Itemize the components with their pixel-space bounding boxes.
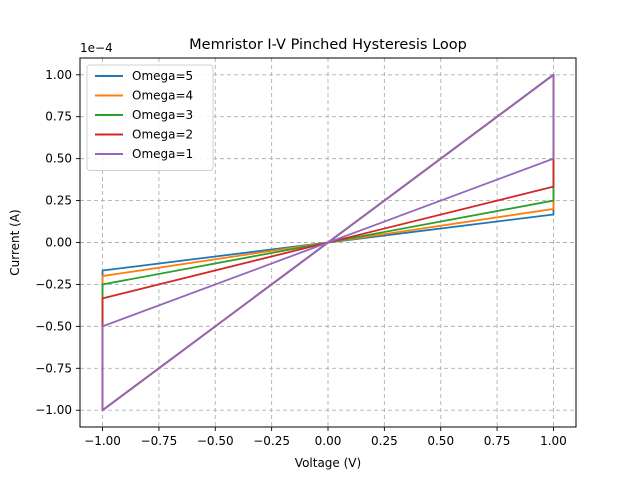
legend-entry-label: Omega=4 [132, 89, 193, 103]
y-tick-label: 0.00 [45, 236, 72, 250]
chart-title: Memristor I-V Pinched Hysteresis Loop [189, 37, 467, 53]
x-tick-label: 0.25 [371, 434, 398, 448]
y-tick-label: −0.50 [35, 319, 72, 333]
x-tick-label: −0.50 [197, 434, 234, 448]
legend-entry-label: Omega=5 [132, 69, 193, 83]
axis-ticks: −1.00 −0.75 −0.50 −0.25 0.00 0.25 0.50 0.75 1.00… [35, 68, 567, 448]
x-axis-title: Voltage (V) [295, 456, 361, 470]
series-lines [101, 73, 555, 411]
x-tick-label: −0.25 [253, 434, 290, 448]
series-line-omega-1 [101, 73, 555, 411]
y-tick-label: 0.50 [45, 152, 72, 166]
x-tick-label: 0.00 [315, 434, 342, 448]
legend-box [86, 64, 214, 171]
x-tick-label: 0.50 [427, 434, 454, 448]
y-tick-label: 0.75 [45, 110, 72, 124]
legend-entry-label: Omega=3 [132, 108, 193, 122]
y-tick-label: 0.25 [45, 194, 72, 208]
x-tick-label: 0.75 [484, 434, 511, 448]
x-tick-label: −0.75 [141, 434, 178, 448]
legend-entry-label: Omega=1 [132, 147, 193, 161]
grid [80, 58, 576, 427]
y-tick-label: −1.00 [35, 403, 72, 417]
y-tick-label: −0.25 [35, 277, 72, 291]
legend-entry-label: Omega=2 [132, 128, 193, 142]
legend: Omega=5 Omega=4 Omega=3 Omega=2 Omega=1 [86, 64, 214, 171]
y-axis-scale-label: 1e−4 [80, 41, 113, 55]
x-tick-label: 1.00 [540, 434, 567, 448]
y-tick-label: 1.00 [45, 68, 72, 82]
y-tick-label: −0.75 [35, 361, 72, 375]
y-axis-title: Current (A) [8, 209, 22, 275]
x-tick-label: −1.00 [84, 434, 121, 448]
